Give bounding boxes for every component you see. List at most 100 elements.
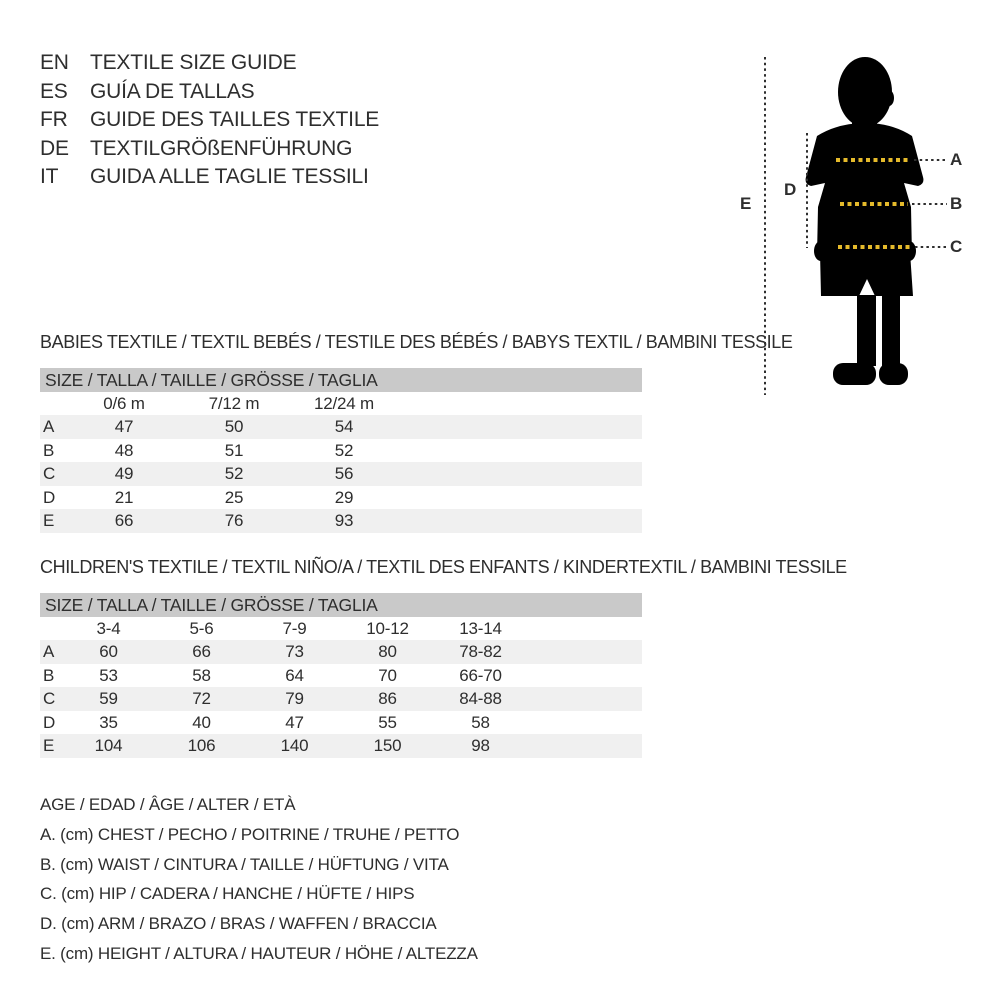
row-label: E (43, 736, 55, 755)
language-code: ES (40, 79, 68, 103)
table-cell: 104 (94, 736, 123, 755)
language-row: ES GUÍA DE TALLAS (40, 78, 379, 107)
table-cell: 79 (285, 689, 304, 708)
column-header: 12/24 m (313, 394, 375, 413)
children-section-title: CHILDREN'S TEXTILE / TEXTIL NIÑO/A / TEX… (40, 557, 847, 577)
silhouette-ear (884, 90, 894, 106)
table-cell: 93 (334, 511, 354, 530)
silhouette-shorts (820, 252, 913, 296)
table-body: A 60 66 73 80 78-82 B 53 58 64 70 66-70 C 59 72 79 86 84-… (40, 640, 642, 758)
table-cell: 73 (285, 642, 304, 661)
row-label: A (43, 417, 55, 436)
column-header-row: 3-4 5-6 7-9 10-12 13-14 (40, 617, 642, 640)
row-label: A (43, 642, 55, 661)
language-title-list: EN TEXTILE SIZE GUIDE ES GUÍA DE TALLAS … (40, 49, 379, 192)
table-cell: 66 (192, 642, 211, 661)
row-label: C (43, 464, 56, 483)
legend-line-arm: D. (cm) ARM / BRAZO / BRAS / WAFFEN / BR… (40, 914, 437, 934)
table-row: C 59 72 79 86 84-88 (40, 687, 642, 711)
column-header: 5-6 (189, 619, 214, 638)
diagram-label-d: D (784, 180, 797, 199)
column-header-row: 0/6 m 7/12 m 12/24 m (40, 392, 642, 415)
table-cell: 54 (334, 417, 354, 436)
diagram-label-a: A (950, 150, 963, 169)
measurement-lines (764, 57, 947, 395)
table-row: A 60 66 73 80 78-82 (40, 640, 642, 664)
table-cell: 140 (280, 736, 309, 755)
table-cell: 55 (378, 712, 397, 732)
table-cell: 64 (285, 665, 304, 685)
table-cell: 98 (471, 736, 490, 755)
language-row: FR GUIDE DES TAILLES TEXTILE (40, 106, 379, 135)
diagram-label-c: C (950, 237, 963, 256)
legend-line-height: E. (cm) HEIGHT / ALTURA / HAUTEUR / HÖHE… (40, 943, 478, 963)
silhouette-shirt (805, 123, 924, 256)
table-cell: 60 (99, 642, 118, 661)
table-cell: 58 (192, 665, 211, 685)
row-label: B (43, 440, 55, 460)
language-row: EN TEXTILE SIZE GUIDE (40, 49, 379, 78)
column-header: 13-14 (459, 619, 502, 638)
table-cell: 35 (99, 712, 118, 732)
language-code: IT (40, 165, 59, 189)
size-header-bar: SIZE / TALLA / TAILLE / GRÖSSE / TAGLIA (40, 593, 642, 617)
table-cell: 49 (114, 464, 134, 483)
language-code: DE (40, 136, 69, 160)
table-cell: 106 (187, 736, 216, 755)
table-cell: 25 (224, 487, 244, 507)
table-cell: 51 (224, 440, 244, 460)
table-row: D 21 25 29 (40, 486, 642, 510)
silhouette-shoe-right (879, 363, 908, 385)
row-label: D (43, 712, 56, 732)
table-cell: 70 (378, 665, 397, 685)
language-row: IT GUIDA ALLE TAGLIE TESSILI (40, 163, 379, 192)
language-title: GUIDA ALLE TAGLIE TESSILI (90, 165, 369, 189)
table-cell: 66-70 (459, 665, 502, 685)
table-cell: 76 (224, 511, 244, 530)
language-title: TEXTILE SIZE GUIDE (90, 51, 297, 74)
column-header: 7/12 m (208, 394, 260, 413)
row-label: B (43, 665, 55, 685)
table-cell: 80 (378, 642, 397, 661)
babies-size-table: SIZE / TALLA / TAILLE / GRÖSSE / TAGLIA … (40, 368, 642, 533)
column-header: 10-12 (366, 619, 409, 638)
row-label: E (43, 511, 55, 530)
size-header-bar: SIZE / TALLA / TAILLE / GRÖSSE / TAGLIA (40, 368, 642, 392)
table-row: B 48 51 52 (40, 439, 642, 463)
corner-spacer (40, 617, 62, 640)
table-cell: 47 (285, 712, 304, 732)
silhouette-leg-left (857, 295, 876, 366)
table-cell: 52 (334, 440, 354, 460)
table-row: D 35 40 47 55 58 (40, 711, 642, 735)
table-cell: 29 (334, 487, 354, 507)
legend-line-age: AGE / EDAD / ÂGE / ALTER / ETÀ (40, 795, 296, 814)
language-code: FR (40, 108, 68, 132)
children-size-table: SIZE / TALLA / TAILLE / GRÖSSE / TAGLIA … (40, 593, 642, 758)
table-row: B 53 58 64 70 66-70 (40, 664, 642, 688)
table-cell: 66 (114, 511, 134, 530)
measurement-legend: AGE / EDAD / ÂGE / ALTER / ETÀ A. (cm) C… (40, 790, 478, 969)
column-header: 3-4 (96, 619, 121, 638)
column-header: 7-9 (282, 619, 307, 638)
table-cell: 47 (114, 417, 134, 436)
row-label: D (43, 487, 56, 507)
language-title: GUIDE DES TAILLES TEXTILE (90, 108, 380, 132)
table-cell: 58 (471, 712, 490, 732)
table-cell: 78-82 (459, 642, 502, 661)
table-cell: 40 (192, 712, 211, 732)
table-cell: 86 (378, 689, 397, 708)
row-label: C (43, 689, 56, 708)
silhouette-shoe-left (833, 363, 876, 385)
corner-spacer (40, 392, 69, 415)
table-cell: 59 (99, 689, 118, 708)
table-cell: 53 (99, 665, 118, 685)
table-row: E 104 106 140 150 98 (40, 734, 642, 758)
table-cell: 84-88 (459, 689, 502, 708)
table-row: E 66 76 93 (40, 509, 642, 533)
table-row: C 49 52 56 (40, 462, 642, 486)
child-silhouette (805, 57, 924, 385)
column-header: 0/6 m (103, 394, 145, 413)
table-body: A 47 50 54 B 48 51 52 C 49 52 56 D 21 25 29 E 66 76 93 (40, 415, 642, 533)
table-row: A 47 50 54 (40, 415, 642, 439)
